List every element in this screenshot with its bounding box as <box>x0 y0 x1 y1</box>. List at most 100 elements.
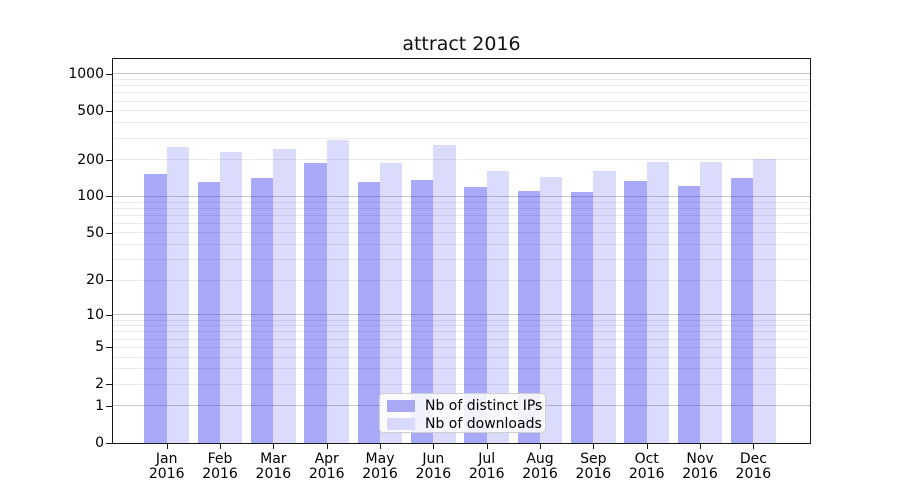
x-tick-label: Aug 2016 <box>522 451 558 482</box>
y-tick-label: 50 <box>86 224 104 241</box>
y-tick-label: 500 <box>77 102 104 119</box>
bar-downloads-jun <box>433 145 456 443</box>
x-tick-mark <box>273 444 275 449</box>
bar-distinct-ips-sep <box>571 191 594 443</box>
x-tick-mark <box>486 444 488 449</box>
x-tick-mark <box>433 444 435 449</box>
x-tick-label: May 2016 <box>362 451 398 482</box>
x-tick-label: Apr 2016 <box>308 451 345 482</box>
bar-downloads-nov <box>700 162 723 443</box>
bar-distinct-ips-jul <box>464 186 487 443</box>
minor-gridline <box>113 137 810 139</box>
bar-downloads-sep <box>593 171 616 443</box>
x-tick-label: Feb 2016 <box>202 451 238 482</box>
minor-gridline <box>113 222 810 224</box>
minor-gridline <box>113 331 810 333</box>
x-tick-label: Oct 2016 <box>628 451 665 482</box>
bar-downloads-jul <box>486 170 509 443</box>
bar-distinct-ips-feb <box>197 182 221 443</box>
minor-gridline <box>113 79 810 81</box>
y-tick-label: 10 <box>86 306 104 323</box>
plot-area: Nb of distinct IPs Nb of downloads <box>112 58 811 444</box>
bar-distinct-ips-aug <box>517 191 541 443</box>
x-tick-mark <box>753 444 755 449</box>
x-tick-label: Jul 2016 <box>468 451 505 482</box>
minor-gridline <box>113 85 810 87</box>
y-tick-label: 1000 <box>68 65 104 82</box>
bar-downloads-feb <box>220 152 243 443</box>
x-tick-mark <box>646 444 648 449</box>
x-tick-label: Nov 2016 <box>682 451 718 482</box>
y-tick-mark <box>106 405 112 407</box>
minor-gridline <box>113 356 810 358</box>
bar-downloads-oct <box>646 161 669 443</box>
bar-distinct-ips-may <box>357 181 381 443</box>
x-tick-mark <box>166 444 168 449</box>
legend-label-distinct-ips: Nb of distinct IPs <box>425 398 543 414</box>
minor-gridline <box>113 368 810 370</box>
minor-gridline <box>113 259 810 261</box>
x-tick-mark <box>700 444 702 449</box>
x-tick-label: Jun 2016 <box>415 451 452 482</box>
bar-distinct-ips-mar <box>251 177 274 443</box>
y-tick-mark <box>106 110 112 112</box>
x-tick-label: Sep 2016 <box>575 451 612 482</box>
bar-distinct-ips-jan <box>144 173 167 443</box>
y-tick-label: 100 <box>77 188 104 205</box>
y-tick-label: 200 <box>77 151 104 168</box>
y-tick-mark <box>106 314 112 316</box>
bars-layer <box>113 59 810 443</box>
y-tick-mark <box>106 159 112 161</box>
major-gridline <box>113 314 810 316</box>
bar-distinct-ips-dec <box>731 177 754 443</box>
legend-item-downloads: Nb of downloads <box>387 416 542 432</box>
y-tick-mark <box>106 280 112 282</box>
minor-gridline <box>113 279 810 281</box>
minor-gridline <box>113 319 810 321</box>
minor-gridline <box>113 201 810 203</box>
x-tick-mark <box>380 444 382 449</box>
bar-downloads-mar <box>273 149 296 443</box>
x-tick-mark <box>593 444 595 449</box>
y-tick-mark <box>106 232 112 234</box>
minor-gridline <box>113 244 810 246</box>
minor-gridline <box>113 346 810 348</box>
y-tick-mark <box>106 443 112 444</box>
bar-downloads-may <box>380 162 403 443</box>
minor-gridline <box>113 122 810 124</box>
minor-gridline <box>113 100 810 102</box>
x-tick-label: Jan 2016 <box>148 451 185 482</box>
y-tick-label: 5 <box>95 339 104 356</box>
y-tick-mark <box>106 73 112 75</box>
y-tick-label: 2 <box>95 376 104 393</box>
y-tick-mark <box>106 347 112 349</box>
y-tick-label: 0 <box>95 435 104 451</box>
x-tick-mark <box>220 444 222 449</box>
x-tick-label: Mar 2016 <box>255 451 292 482</box>
bar-distinct-ips-apr <box>304 162 327 443</box>
x-tick-mark <box>326 444 328 449</box>
minor-gridline <box>113 214 810 216</box>
major-gridline <box>113 195 810 197</box>
x-tick-mark <box>540 444 542 449</box>
y-tick-mark <box>106 196 112 198</box>
x-tick-label: Dec 2016 <box>735 451 772 482</box>
bar-distinct-ips-jun <box>411 180 434 443</box>
minor-gridline <box>113 325 810 327</box>
bar-downloads-aug <box>540 176 563 443</box>
bar-distinct-ips-nov <box>677 185 701 443</box>
minor-gridline <box>113 92 810 94</box>
y-tick-mark <box>106 384 112 386</box>
minor-gridline <box>113 207 810 209</box>
legend-swatch-distinct-ips <box>387 400 415 412</box>
bar-downloads-jan <box>166 146 189 443</box>
minor-gridline <box>113 159 810 161</box>
chart-title: attract 2016 <box>402 33 521 55</box>
legend-swatch-downloads <box>387 418 415 430</box>
bar-downloads-apr <box>326 140 349 443</box>
y-tick-label: 20 <box>86 272 104 289</box>
y-tick-label: 1 <box>95 397 104 414</box>
minor-gridline <box>113 232 810 234</box>
bar-downloads-dec <box>753 159 776 443</box>
